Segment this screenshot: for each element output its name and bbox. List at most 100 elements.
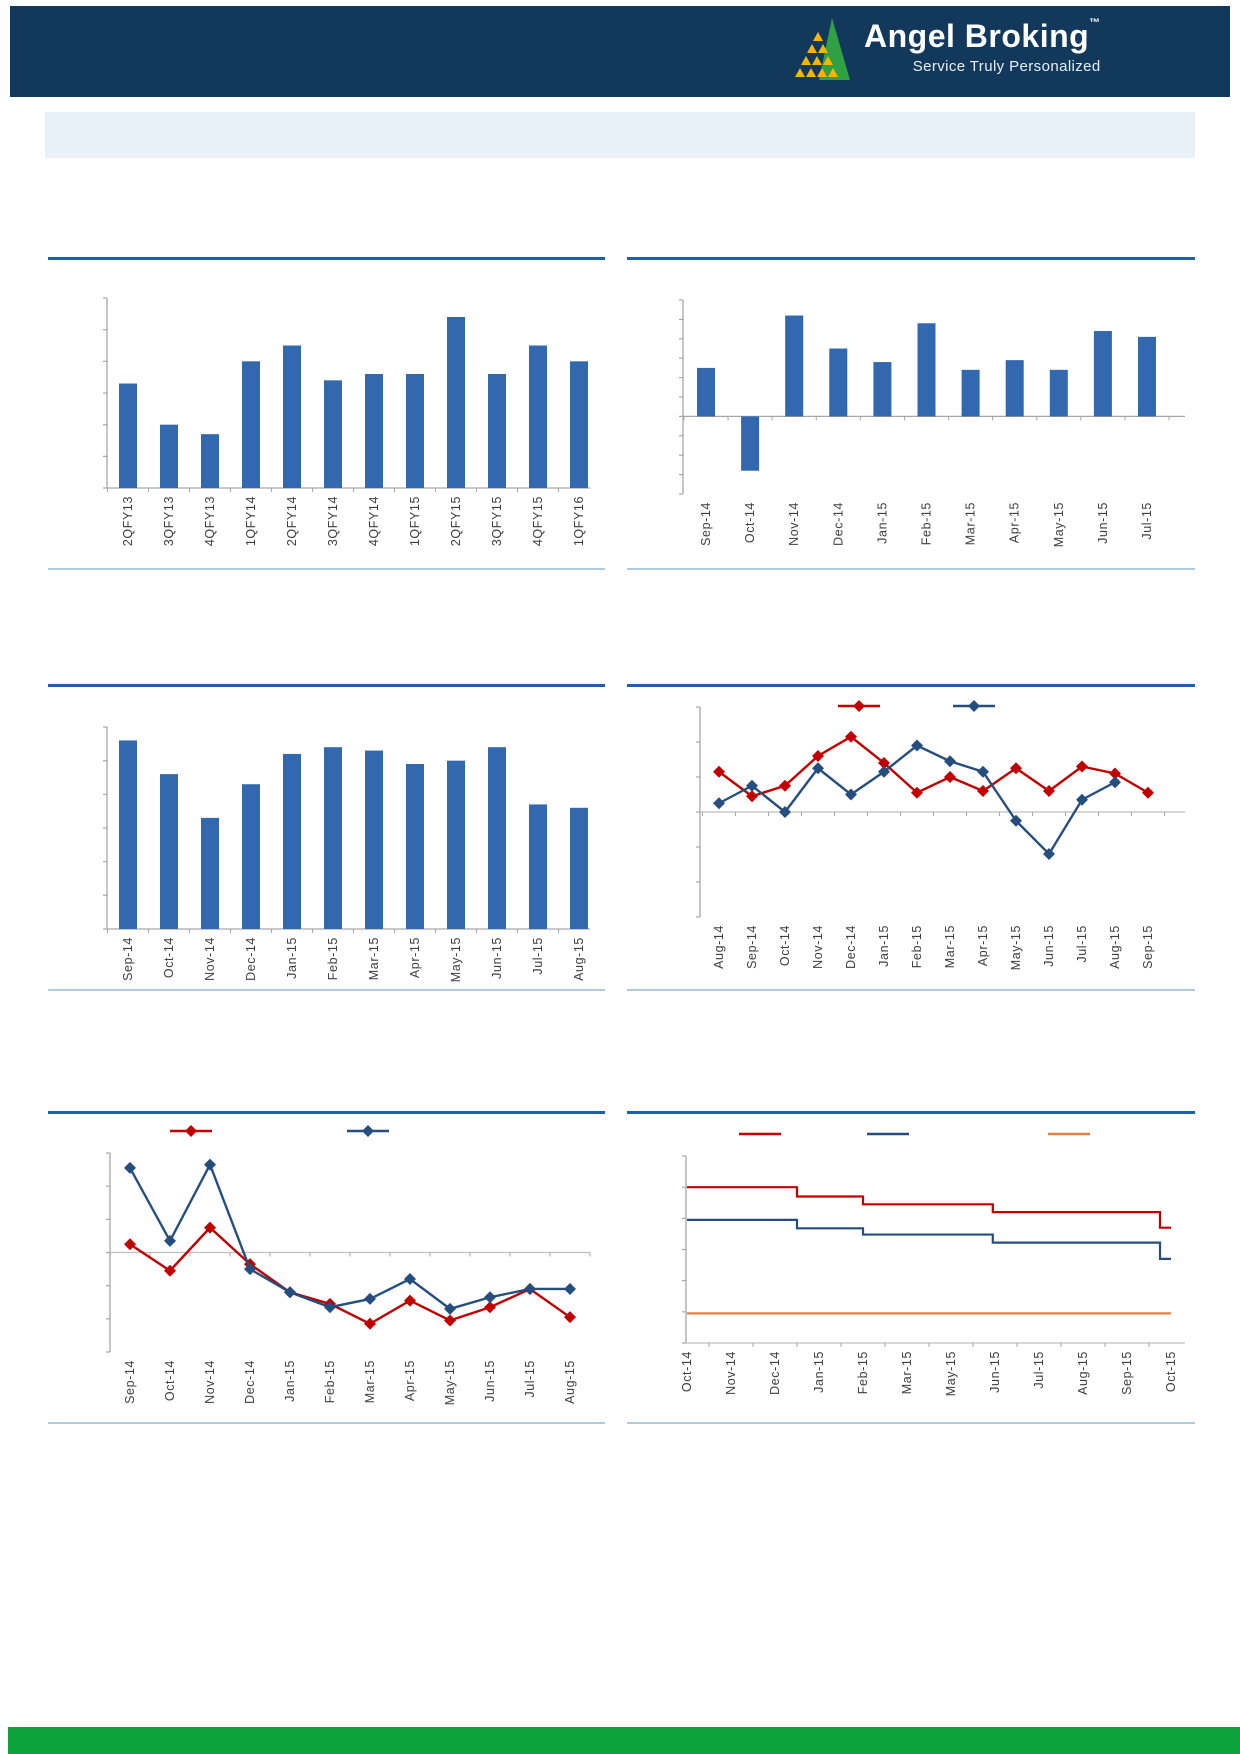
svg-text:4QFY13: 4QFY13 [203, 496, 217, 546]
svg-text:Nov-14: Nov-14 [787, 502, 801, 546]
svg-text:Sep-14: Sep-14 [699, 502, 713, 546]
svg-text:Feb-15: Feb-15 [920, 502, 934, 545]
svg-text:Jan-15: Jan-15 [875, 502, 889, 544]
svg-text:Feb-15: Feb-15 [326, 937, 340, 980]
chart-quarterly-bars: 2QFY13 3QFY13 4QFY13 1QFY14 2QFY14 3QFY14 4QFY… [48, 257, 605, 570]
svg-text:Jul-15: Jul-15 [1075, 925, 1089, 963]
section-divider [48, 568, 605, 570]
svg-text:3QFY14: 3QFY14 [326, 496, 340, 546]
svg-text:Oct-14: Oct-14 [743, 502, 757, 543]
svg-text:Oct-15: Oct-15 [1164, 1351, 1178, 1392]
svg-text:Mar-15: Mar-15 [363, 1360, 377, 1403]
svg-text:Jun-15: Jun-15 [483, 1360, 497, 1402]
svg-text:Feb-15: Feb-15 [323, 1360, 337, 1403]
svg-text:3QFY15: 3QFY15 [490, 496, 504, 546]
svg-text:Jul-15: Jul-15 [1140, 502, 1154, 540]
svg-text:Aug-15: Aug-15 [572, 937, 586, 981]
section-divider [627, 989, 1195, 991]
section-rule [48, 684, 605, 687]
section-rule [48, 257, 605, 260]
section-rule [627, 257, 1195, 260]
svg-text:Dec-14: Dec-14 [244, 937, 258, 981]
svg-text:May-15: May-15 [944, 1351, 958, 1396]
svg-text:Jul-15: Jul-15 [523, 1360, 537, 1398]
header-bar: Angel Broking™ Service Truly Personalize… [10, 6, 1230, 97]
svg-text:Oct-14: Oct-14 [162, 937, 176, 978]
svg-text:Oct-14: Oct-14 [680, 1351, 694, 1392]
svg-text:Jan-15: Jan-15 [877, 925, 891, 967]
chart-dual-line-1: Aug-14 Sep-14 Oct-14 Nov-14 Dec-14 Jan-15 Feb-… [627, 684, 1195, 991]
svg-text:Apr-15: Apr-15 [403, 1360, 417, 1401]
svg-text:Apr-15: Apr-15 [1008, 502, 1022, 543]
chart-canvas: Aug-14 Sep-14 Oct-14 Nov-14 Dec-14 Jan-15 Feb-… [627, 684, 1195, 991]
svg-text:May-15: May-15 [443, 1360, 457, 1405]
svg-text:Aug-15: Aug-15 [1108, 925, 1122, 969]
section-rule [627, 684, 1195, 687]
svg-text:3QFY13: 3QFY13 [162, 496, 176, 546]
chart-dual-line-2: Sep-14 Oct-14 Nov-14 Dec-14 Jan-15 Feb-15 Mar-… [48, 1111, 605, 1424]
svg-text:Jun-15: Jun-15 [490, 937, 504, 979]
svg-text:Nov-14: Nov-14 [811, 925, 825, 969]
svg-text:Nov-14: Nov-14 [203, 1360, 217, 1404]
svg-text:Sep-15: Sep-15 [1120, 1351, 1134, 1395]
section-divider [627, 568, 1195, 570]
section-divider [48, 1422, 605, 1424]
chart-canvas: Sep-14 Oct-14 Nov-14 Dec-14 Jan-15 Feb-15 Mar-… [48, 684, 605, 991]
svg-text:2QFY15: 2QFY15 [449, 496, 463, 546]
brand-tagline: Service Truly Personalized [912, 58, 1101, 75]
chart-rate-steps: Oct-14 Nov-14 Dec-14 Jan-15 Feb-15 Mar-15 May-… [627, 1111, 1195, 1424]
svg-text:Aug-15: Aug-15 [563, 1360, 577, 1404]
svg-text:4QFY14: 4QFY14 [367, 496, 381, 546]
svg-text:Oct-14: Oct-14 [163, 1360, 177, 1401]
svg-text:Jun-15: Jun-15 [988, 1351, 1002, 1393]
title-banner [45, 112, 1195, 158]
svg-text:Jan-15: Jan-15 [285, 937, 299, 979]
svg-text:2QFY13: 2QFY13 [121, 496, 135, 546]
svg-text:Mar-15: Mar-15 [964, 502, 978, 545]
svg-text:Aug-14: Aug-14 [712, 925, 726, 969]
svg-text:Sep-15: Sep-15 [1141, 925, 1155, 969]
svg-text:Nov-14: Nov-14 [203, 937, 217, 981]
svg-text:Jul-15: Jul-15 [531, 937, 545, 975]
svg-text:Jan-15: Jan-15 [283, 1360, 297, 1402]
svg-text:1QFY16: 1QFY16 [572, 496, 586, 546]
footer-bar [8, 1727, 1240, 1754]
svg-text:Mar-15: Mar-15 [900, 1351, 914, 1394]
svg-text:Sep-14: Sep-14 [121, 937, 135, 981]
svg-text:1QFY14: 1QFY14 [244, 496, 258, 546]
svg-text:1QFY15: 1QFY15 [408, 496, 422, 546]
svg-text:Oct-14: Oct-14 [778, 925, 792, 966]
svg-text:Dec-14: Dec-14 [831, 502, 845, 546]
svg-text:2QFY14: 2QFY14 [285, 496, 299, 546]
chart-canvas: 2QFY13 3QFY13 4QFY13 1QFY14 2QFY14 3QFY14 4QFY… [48, 257, 605, 570]
section-rule [627, 1111, 1195, 1114]
chart-canvas: Sep-14 Oct-14 Nov-14 Dec-14 Jan-15 Feb-15 Mar-… [48, 1111, 605, 1424]
svg-text:Sep-14: Sep-14 [123, 1360, 137, 1404]
chart-canvas: Oct-14 Nov-14 Dec-14 Jan-15 Feb-15 Mar-15 May-… [627, 1111, 1195, 1424]
trademark-symbol: ™ [1089, 17, 1101, 29]
svg-text:Jan-15: Jan-15 [812, 1351, 826, 1393]
svg-text:Mar-15: Mar-15 [943, 925, 957, 968]
svg-text:Dec-14: Dec-14 [768, 1351, 782, 1395]
svg-text:Apr-15: Apr-15 [976, 925, 990, 966]
angel-broking-logo: Angel Broking™ Service Truly Personalize… [792, 18, 1101, 84]
svg-text:Jun-15: Jun-15 [1042, 925, 1056, 967]
svg-text:Feb-15: Feb-15 [856, 1351, 870, 1394]
svg-text:May-15: May-15 [1052, 502, 1066, 547]
svg-text:Nov-14: Nov-14 [724, 1351, 738, 1395]
svg-text:4QFY15: 4QFY15 [531, 496, 545, 546]
svg-text:Apr-15: Apr-15 [408, 937, 422, 978]
svg-text:Sep-14: Sep-14 [745, 925, 759, 969]
svg-text:Jun-15: Jun-15 [1096, 502, 1110, 544]
svg-text:Dec-14: Dec-14 [243, 1360, 257, 1404]
svg-text:Mar-15: Mar-15 [367, 937, 381, 980]
chart-canvas: Sep-14 Oct-14 Nov-14 Dec-14 Jan-15 Feb-15 Mar-… [627, 257, 1195, 570]
svg-text:Feb-15: Feb-15 [910, 925, 924, 968]
brand-name: Angel Broking™ [864, 17, 1101, 55]
svg-text:Jul-15: Jul-15 [1032, 1351, 1046, 1389]
svg-text:Dec-14: Dec-14 [844, 925, 858, 969]
svg-text:Aug-15: Aug-15 [1076, 1351, 1090, 1395]
svg-text:May-15: May-15 [449, 937, 463, 982]
svg-text:May-15: May-15 [1009, 925, 1023, 970]
